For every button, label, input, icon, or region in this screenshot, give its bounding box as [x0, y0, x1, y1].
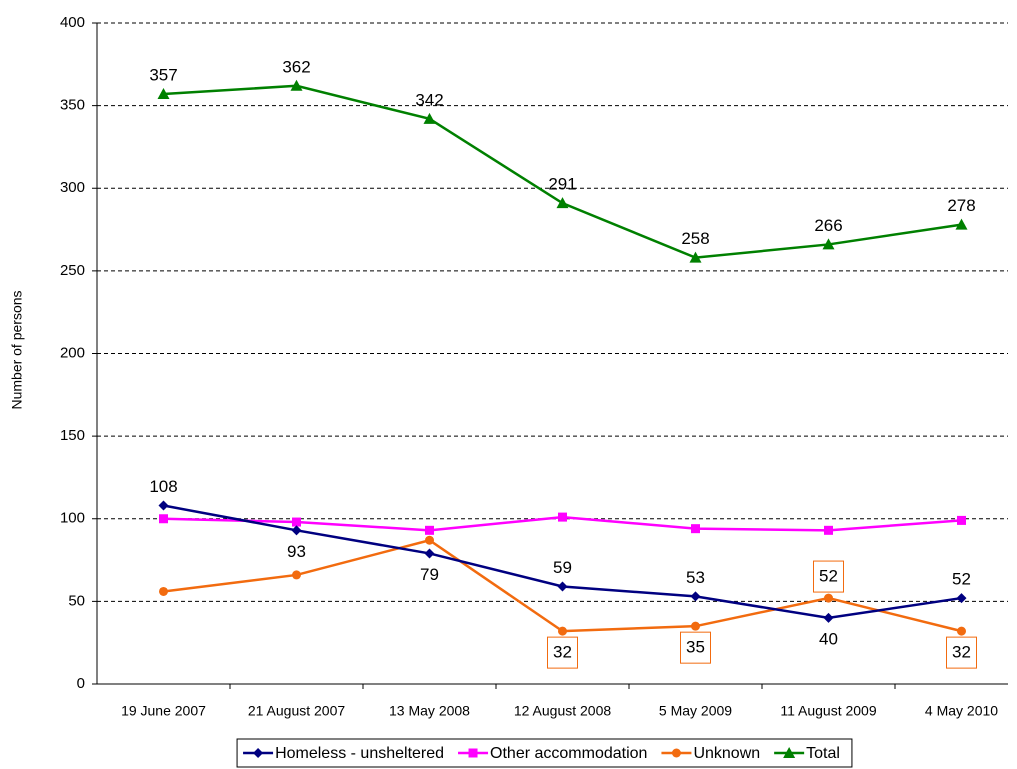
marker — [557, 581, 568, 592]
x-tick-label: 4 May 2010 — [925, 703, 998, 719]
marker — [671, 748, 681, 758]
marker — [159, 586, 168, 596]
legend-item: Unknown — [661, 745, 760, 762]
legend-item: Total — [774, 745, 840, 762]
legend-item: Homeless - unsheltered — [243, 745, 444, 762]
y-tick-label: 350 — [60, 97, 85, 114]
marker — [824, 525, 833, 535]
marker — [158, 500, 169, 511]
marker — [689, 251, 702, 263]
marker — [957, 626, 966, 636]
legend-label: Homeless - unsheltered — [275, 745, 444, 762]
data-label: 32 — [952, 643, 971, 662]
data-label: 59 — [553, 558, 572, 577]
data-label: 79 — [420, 565, 439, 584]
data-label: 258 — [681, 229, 709, 248]
marker — [159, 514, 168, 524]
data-label: 362 — [282, 57, 310, 76]
data-label: 357 — [149, 66, 177, 85]
label-box — [680, 631, 711, 664]
legend: Homeless - unsheltered Other accommodatio… — [236, 738, 853, 768]
legend-label: Unknown — [693, 745, 760, 762]
data-label: 52 — [952, 570, 971, 589]
data-label: 53 — [686, 568, 705, 587]
x-tick-label: 21 August 2007 — [248, 703, 346, 719]
marker — [425, 535, 434, 545]
data-label: 108 — [149, 477, 177, 496]
y-tick-label: 0 — [77, 675, 85, 692]
data-label: 278 — [947, 196, 975, 215]
marker — [425, 525, 434, 535]
marker — [822, 238, 835, 250]
x-tick-label: 19 June 2007 — [121, 703, 206, 719]
legend-item: Other accommodation — [458, 745, 647, 762]
marker — [691, 524, 700, 534]
marker — [424, 548, 435, 559]
marker — [157, 88, 170, 100]
marker — [290, 79, 303, 91]
marker — [957, 515, 966, 525]
marker — [558, 626, 567, 636]
marker — [292, 570, 301, 580]
marker — [691, 621, 700, 631]
marker — [468, 748, 478, 758]
marker — [253, 748, 264, 758]
marker — [558, 512, 567, 522]
label-box — [946, 636, 977, 669]
data-label: 35 — [686, 638, 705, 657]
data-label: 32 — [553, 643, 572, 662]
y-tick-label: 150 — [60, 427, 85, 444]
x-tick-label: 5 May 2009 — [659, 703, 732, 719]
marker — [556, 197, 569, 209]
marker — [783, 747, 796, 758]
y-tick-label: 50 — [68, 592, 85, 609]
data-label: 342 — [415, 90, 443, 109]
label-box — [813, 560, 844, 593]
marker — [823, 612, 834, 623]
legend-box — [236, 738, 853, 768]
data-label: 291 — [548, 175, 576, 194]
x-tick-label: 13 May 2008 — [389, 703, 470, 719]
data-label: 93 — [287, 542, 306, 561]
marker — [956, 593, 967, 604]
legend-label: Total — [806, 745, 840, 762]
y-tick-label: 250 — [60, 262, 85, 279]
y-tick-label: 300 — [60, 179, 85, 196]
marker — [292, 517, 301, 527]
marker — [423, 112, 436, 124]
marker — [955, 218, 968, 230]
y-tick-label: 100 — [60, 510, 85, 527]
marker — [824, 593, 833, 603]
marker — [690, 591, 701, 602]
y-tick-label: 200 — [60, 344, 85, 361]
label-box — [547, 636, 578, 669]
marker — [291, 525, 302, 536]
x-tick-label: 11 August 2009 — [780, 703, 876, 719]
x-tick-label: 12 August 2008 — [514, 703, 612, 719]
legend-label: Other accommodation — [490, 745, 647, 762]
y-tick-label: 400 — [60, 14, 85, 31]
y-axis-label: Number of persons — [9, 290, 25, 409]
data-label: 266 — [814, 216, 842, 235]
data-label: 40 — [819, 629, 838, 648]
data-label: 52 — [819, 567, 838, 586]
